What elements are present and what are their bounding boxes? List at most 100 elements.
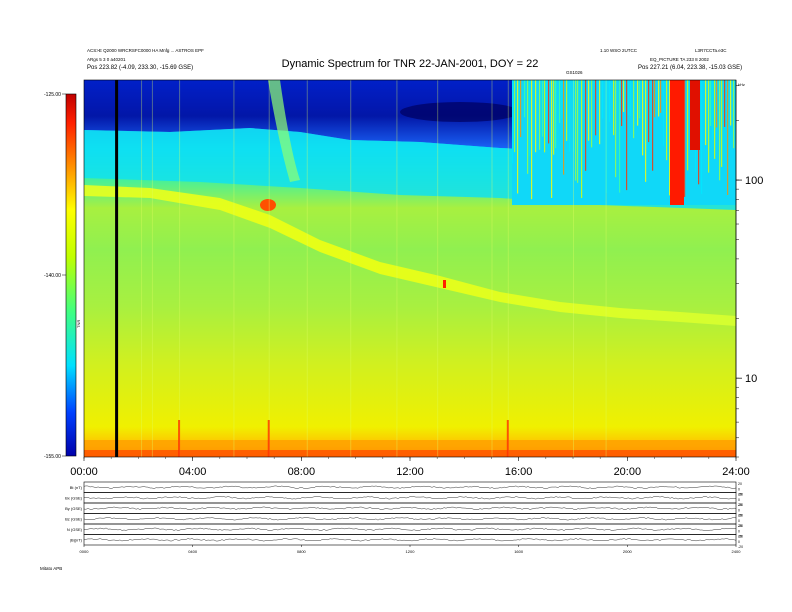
noise-stripe	[633, 80, 635, 139]
mag-panel-tick: 20	[738, 524, 742, 528]
noise-stripe	[575, 80, 577, 181]
noise-stripe	[553, 80, 555, 155]
noise-stripe	[712, 80, 714, 140]
mag-x-tick-label: 0000	[80, 549, 90, 554]
noise-stripe	[535, 80, 537, 153]
noise-stripe	[710, 80, 712, 127]
burst-spike-low	[178, 420, 181, 457]
noise-stripe	[546, 80, 548, 142]
mag-panel-trace	[83, 485, 737, 489]
noise-stripe	[669, 80, 671, 196]
x-axis: 00:00 04:00 08:00 12:00 16:00 20:00 24:00	[70, 457, 750, 478]
noise-stripe	[619, 80, 621, 193]
mag-panel-tick: 20	[738, 493, 742, 497]
header-left-pos-value: 223.82 (-4.09, 233.30, -15.69 GSE)	[99, 65, 194, 71]
noise-stripe	[555, 80, 557, 149]
noise-stripe	[721, 80, 723, 167]
mag-panel: Bt (nT)200-20	[70, 481, 743, 497]
mag-x-tick-label: 0400	[188, 549, 198, 554]
header-right-line2: EQ_PICTURE TA 233 8 2002	[650, 57, 709, 62]
colorbar-tick-label: -125.00	[44, 92, 61, 98]
spectrogram-red-emission-2	[690, 80, 700, 150]
mag-panel-label: N (GSE)	[67, 527, 83, 532]
noise-stripe	[527, 80, 529, 174]
noise-stripe	[628, 80, 630, 115]
noise-stripe	[654, 80, 656, 118]
noise-stripe	[733, 80, 735, 149]
mag-panel: N (GSE)200-20	[67, 523, 743, 539]
mag-panel: By (GSE)200-20	[65, 502, 743, 518]
mag-panel-tick: 20	[738, 535, 742, 539]
mag-panel-label: |B|(nT)	[70, 537, 83, 542]
y-tick-label: 100	[745, 175, 763, 187]
mag-panel-tick: 0	[738, 529, 740, 533]
spectrogram-dark-core	[400, 102, 520, 122]
mag-panel-tick: 0	[738, 519, 740, 523]
noise-stripe	[566, 80, 568, 141]
noise-stripe	[569, 80, 571, 152]
mag-panel-trace	[83, 538, 737, 542]
burst-spike	[350, 80, 352, 457]
noise-stripe	[708, 80, 710, 173]
x-tick-label: 12:00	[396, 466, 424, 478]
noise-stripe	[613, 80, 615, 136]
spectrogram	[84, 80, 736, 457]
noise-stripe	[524, 80, 526, 118]
data-gap-line	[115, 80, 119, 457]
noise-stripe	[599, 80, 601, 145]
burst-spike	[268, 80, 270, 457]
mag-panel-tick: -20	[738, 514, 743, 518]
mag-panel-tick: 20	[738, 482, 742, 486]
noise-stripe	[730, 80, 732, 126]
chart-title: Dynamic Spectrum for TNR 22-JAN-2001, DO…	[281, 58, 539, 70]
header-right-pos-label: Pos	[638, 65, 649, 71]
noise-stripe	[539, 80, 541, 150]
noise-stripe	[514, 80, 516, 153]
header-left-line2: ARgs 5 3 0 a40201	[87, 57, 126, 62]
mag-panel-label: Bt (nT)	[70, 485, 83, 490]
noise-stripe	[642, 80, 644, 156]
spectrogram-burst-streak	[268, 80, 300, 182]
colorbar-label: TNR	[76, 320, 81, 328]
noise-stripe	[531, 80, 533, 200]
spectrogram-bright-spot	[260, 199, 276, 211]
mag-panel-tick: 20	[738, 503, 742, 507]
x-tick-label: 16:00	[505, 466, 533, 478]
spectrogram-yellow-band	[84, 185, 736, 326]
burst-spike-low	[267, 420, 270, 457]
noise-stripe	[701, 80, 703, 194]
noise-stripe	[716, 80, 718, 128]
noise-stripe	[626, 80, 628, 191]
mag-panel-tick: 0	[738, 487, 740, 491]
noise-stripe	[630, 80, 632, 117]
noise-stripe	[621, 80, 623, 127]
burst-spike	[573, 80, 574, 457]
noise-stripe	[602, 80, 604, 119]
header-left-line1: ACS>E Q2000 WRCRSFC0000 HA Mnfg ... ASTR…	[87, 48, 204, 53]
noise-stripe	[512, 80, 514, 164]
noise-stripe	[615, 80, 617, 178]
noise-stripe	[563, 80, 565, 175]
noise-stripe	[577, 80, 579, 183]
noise-stripe	[724, 80, 726, 127]
colorbar-gradient	[65, 93, 77, 457]
mag-panel-trace	[83, 506, 737, 510]
noise-stripe	[663, 80, 665, 146]
burst-spike	[306, 80, 308, 457]
noise-stripe	[520, 80, 522, 138]
noise-stripe	[581, 80, 583, 199]
burst-spike	[141, 80, 143, 457]
mag-panel-label: Bz (GSE)	[65, 516, 83, 521]
header-right-line1: 1.10 WSO 2UTCC	[600, 48, 638, 53]
noise-stripe	[660, 80, 662, 113]
colorbar-tick-label: -140.00	[44, 273, 61, 279]
mag-panel-tick: -20	[738, 503, 743, 507]
burst-spike	[179, 80, 181, 457]
header-right-pos: Pos 227.21 (6.04, 223.38, -15.03 GSE)	[638, 65, 742, 72]
colorbar: -125.00 -140.00 -155.00 TNR	[44, 92, 81, 460]
x-tick-label: 00:00	[70, 466, 98, 478]
noise-stripe	[705, 80, 707, 146]
y-axis-right: 10 100	[735, 80, 763, 458]
mag-panel: |B|(nT) 200-20	[70, 534, 743, 549]
